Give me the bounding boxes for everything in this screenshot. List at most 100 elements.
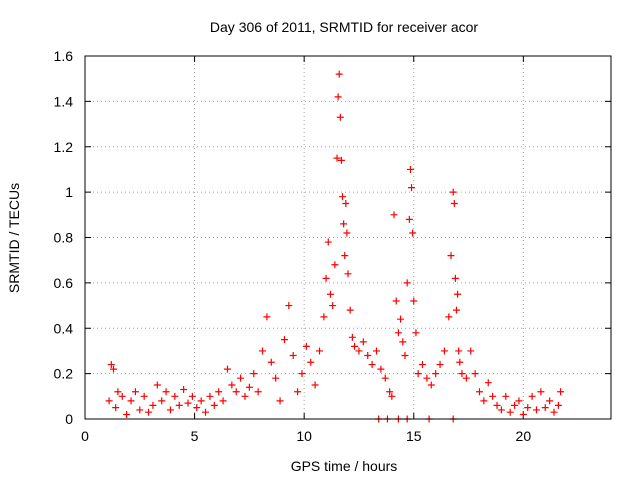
y-tick-label: 1.6 (54, 48, 74, 64)
data-point (280, 336, 288, 344)
data-point (364, 351, 372, 359)
data-point (515, 397, 523, 405)
data-point (405, 215, 413, 223)
data-point (480, 397, 488, 405)
data-point (524, 404, 532, 412)
data-point (145, 408, 153, 416)
data-point (397, 315, 405, 323)
data-point (550, 408, 558, 416)
data-point (259, 347, 267, 355)
data-point (336, 113, 344, 121)
data-point (250, 370, 258, 378)
data-point (541, 404, 549, 412)
data-point (403, 279, 411, 287)
x-tick-label: 0 (81, 428, 89, 444)
data-point (219, 397, 227, 405)
data-point (210, 401, 218, 409)
data-point (331, 261, 339, 269)
data-point (339, 193, 347, 201)
data-point (440, 347, 448, 355)
chart-title: Day 306 of 2011, SRMTID for receiver aco… (210, 19, 479, 35)
y-tick-label: 1 (65, 184, 73, 200)
data-point (390, 211, 398, 219)
data-point (419, 361, 427, 369)
data-point (348, 333, 356, 341)
data-point (324, 238, 332, 246)
data-point (401, 351, 409, 359)
data-point (333, 154, 341, 162)
data-point (162, 388, 170, 396)
y-tick-label: 0.6 (54, 275, 74, 291)
data-point (377, 365, 385, 373)
data-point (241, 392, 249, 400)
data-point (454, 290, 462, 298)
x-tick-label: 10 (296, 428, 312, 444)
data-point (107, 361, 115, 369)
data-point (381, 374, 389, 382)
data-point (320, 313, 328, 321)
data-point (334, 93, 342, 101)
data-point (112, 404, 120, 412)
data-point (447, 252, 455, 260)
data-point (322, 274, 330, 282)
data-point (528, 392, 536, 400)
data-point (449, 188, 457, 196)
data-point (554, 401, 562, 409)
data-point (285, 302, 293, 310)
data-point (502, 392, 510, 400)
data-point (232, 388, 240, 396)
data-point (427, 381, 435, 389)
x-axis-label: GPS time / hours (291, 458, 398, 474)
data-point (406, 165, 414, 173)
data-point (188, 392, 196, 400)
data-point (519, 410, 527, 418)
data-point (105, 397, 113, 405)
data-point (408, 184, 416, 192)
data-point (372, 347, 380, 355)
data-point (311, 381, 319, 389)
data-point (506, 408, 514, 416)
data-point (392, 297, 400, 305)
data-point (462, 374, 470, 382)
data-point (343, 229, 351, 237)
data-point (467, 347, 475, 355)
data-point (276, 397, 284, 405)
data-point (180, 386, 188, 394)
y-tick-label: 0.4 (54, 320, 74, 336)
data-point (484, 379, 492, 387)
data-point (237, 374, 245, 382)
data-point (340, 220, 348, 228)
data-point (394, 329, 402, 337)
y-tick-label: 0 (65, 411, 73, 427)
data-point (193, 404, 201, 412)
data-point (302, 342, 310, 350)
data-point (344, 270, 352, 278)
data-point (557, 388, 565, 396)
data-point (452, 306, 460, 314)
data-point (140, 392, 148, 400)
data-point (436, 361, 444, 369)
data-point (184, 399, 192, 407)
y-tick-label: 1.2 (54, 139, 74, 155)
data-point (359, 338, 367, 346)
data-point (228, 381, 236, 389)
data-point (254, 388, 262, 396)
data-point (109, 365, 117, 373)
data-point (445, 313, 453, 321)
data-point (158, 397, 166, 405)
data-point (175, 401, 183, 409)
data-point (245, 383, 253, 391)
data-point (351, 342, 359, 350)
data-point (335, 70, 343, 78)
data-point (414, 370, 422, 378)
data-point (341, 252, 349, 260)
data-point (223, 365, 231, 373)
data-point (123, 410, 131, 418)
data-points (105, 70, 565, 423)
data-point (171, 392, 179, 400)
data-point (450, 199, 458, 207)
data-point (307, 358, 315, 366)
data-point (399, 338, 407, 346)
data-point (153, 381, 161, 389)
data-point (289, 351, 297, 359)
